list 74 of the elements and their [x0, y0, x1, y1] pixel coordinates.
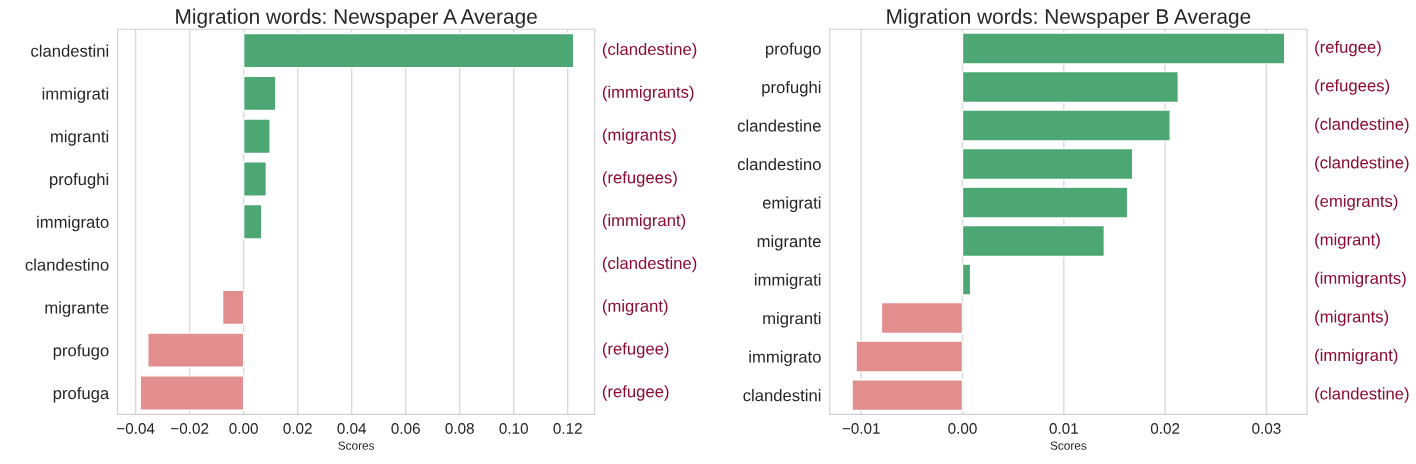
bar	[851, 378, 964, 412]
text: (clandestine)	[1315, 156, 1409, 172]
text: (immigrants)	[602, 85, 694, 102]
y-tick-label: immigrato	[749, 350, 821, 367]
x-tick-label: 0.06	[391, 423, 420, 434]
bar	[961, 70, 1179, 104]
x-tick-label: 0.02	[283, 423, 312, 434]
y-tick-label: clandestine	[737, 119, 821, 132]
text: (migrants)	[602, 128, 676, 144]
text: (migrant)	[1315, 233, 1380, 249]
text: (immigrants)	[1315, 271, 1406, 288]
y-tick-label: migranti	[51, 130, 109, 146]
bar	[242, 118, 271, 155]
y-tick-label: profuga	[53, 386, 110, 403]
bar	[961, 147, 1134, 181]
bar	[880, 301, 964, 335]
text: (refugee)	[1315, 40, 1381, 57]
x-tick-label: 0.12	[553, 423, 582, 434]
text: (clandestine)	[1315, 117, 1409, 134]
x-tick-label: −0.01	[842, 423, 880, 434]
bar	[242, 32, 575, 69]
y-tick-label: clandestini	[743, 389, 821, 402]
y-tick-label: immigrato	[37, 215, 109, 232]
text: (clandestine)	[602, 256, 697, 273]
bar	[961, 263, 972, 296]
x-tick-label: 0.00	[948, 423, 977, 434]
x-tick-label: 0.04	[337, 423, 367, 434]
y-tick-label: migrante	[757, 235, 821, 251]
y-tick-label: profugo	[53, 344, 109, 360]
x-tick-label: −0.02	[171, 423, 209, 434]
bar	[961, 224, 1106, 258]
x-tick-label: 0.10	[499, 423, 528, 434]
bar	[242, 161, 268, 197]
x-axis-title: Scores	[338, 441, 375, 450]
y-tick-label: emigrati	[762, 196, 821, 213]
text: (migrant)	[602, 299, 668, 316]
bar	[855, 340, 964, 373]
bar	[139, 375, 245, 411]
x-tick-label: 0.02	[1150, 423, 1180, 434]
x-axis-title: Scores	[1050, 441, 1087, 450]
y-tick-label: migranti	[763, 312, 821, 328]
y-tick-label: clandestino	[25, 258, 109, 271]
bar	[147, 332, 245, 368]
x-tick-label: 0.00	[229, 423, 258, 434]
text: (refugee)	[602, 342, 669, 358]
y-tick-label: migrante	[45, 301, 109, 317]
y-tick-label: profugo	[766, 42, 821, 58]
x-tick-label: 0.01	[1049, 423, 1078, 434]
text: (migrants)	[1315, 310, 1389, 326]
chart-title: Migration words: Newspaper A Average	[176, 8, 537, 28]
bar	[961, 109, 1171, 142]
text: (immigrant)	[1315, 348, 1398, 365]
text: (refugee)	[602, 385, 669, 401]
y-tick-label: immigrati	[42, 87, 109, 103]
bar	[242, 75, 277, 112]
x-tick-label: 0.03	[1252, 423, 1281, 434]
y-tick-label: profughi	[762, 80, 821, 97]
x-tick-label: −0.04	[117, 423, 155, 434]
bar	[221, 289, 245, 326]
text: (refugees)	[602, 171, 677, 187]
y-tick-label: clandestino	[737, 157, 821, 171]
chart-title: Migration words: Newspaper B Average	[887, 8, 1251, 28]
text: (clandestine)	[1315, 387, 1409, 403]
bar	[961, 32, 1286, 65]
text: (immigrant)	[602, 214, 686, 230]
text: (refugees)	[1315, 79, 1390, 95]
x-tick-label: 0.08	[445, 423, 474, 434]
bar	[961, 186, 1129, 219]
text: (clandestine)	[602, 42, 697, 59]
text: (emigrants)	[1315, 194, 1398, 211]
bar	[242, 203, 263, 240]
y-tick-label: clandestini	[31, 44, 109, 57]
y-tick-label: profughi	[50, 172, 109, 189]
y-tick-label: immigrati	[754, 273, 821, 290]
